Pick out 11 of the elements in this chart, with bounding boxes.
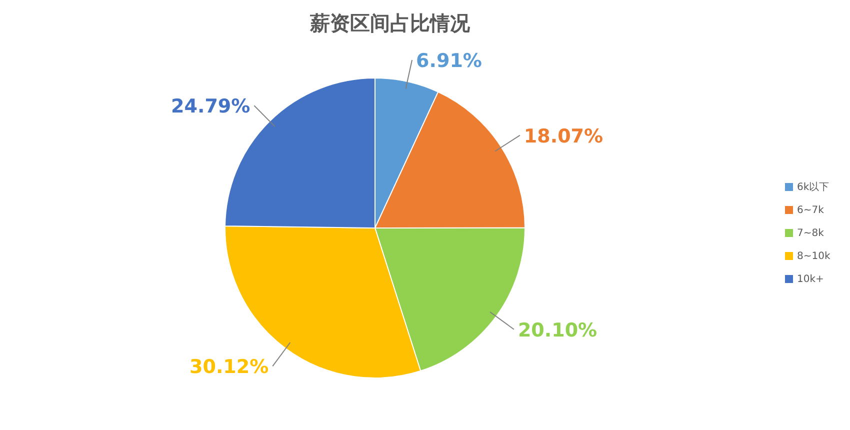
legend-label: 10k+ bbox=[797, 274, 824, 285]
data-label: 24.79% bbox=[171, 96, 250, 118]
data-label: 30.12% bbox=[189, 356, 269, 378]
data-label: 18.07% bbox=[524, 125, 604, 148]
legend-label: 8~10k bbox=[797, 251, 830, 262]
legend-label: 6k以下 bbox=[797, 181, 830, 193]
legend-label: 7~8k bbox=[797, 228, 824, 239]
chart-title: 薪资区间占比情况 bbox=[309, 11, 471, 35]
data-label: 6.91% bbox=[416, 50, 482, 72]
data-label: 20.10% bbox=[518, 319, 598, 342]
legend-label: 6~7k bbox=[797, 205, 824, 216]
